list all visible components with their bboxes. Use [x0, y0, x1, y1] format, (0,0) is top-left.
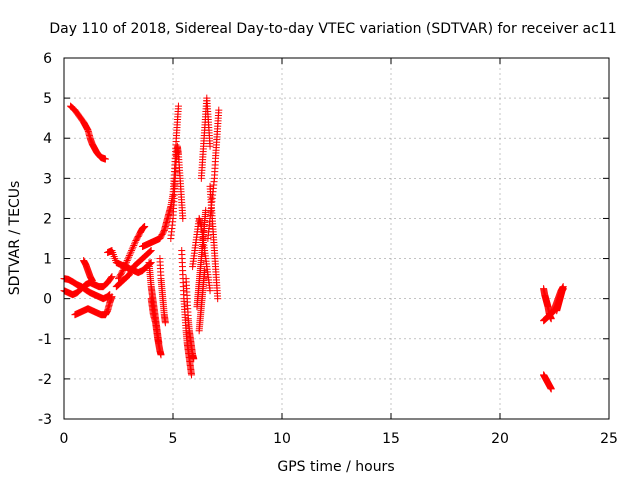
- data-point-marker: [101, 155, 109, 163]
- data-point-marker: [146, 259, 154, 267]
- y-tick-label: 4: [43, 131, 52, 147]
- data-point-marker: [125, 253, 133, 261]
- data-point-marker: [547, 385, 555, 393]
- data-point-marker: [190, 355, 198, 363]
- x-axis: 0 5 10 15 20 25: [60, 58, 618, 447]
- plot-frame: [63, 57, 610, 420]
- y-axis: -3 -2 -1 0 1 2 3 4 5 6: [38, 51, 609, 428]
- x-tick-label: 0: [60, 431, 69, 447]
- data-points: [60, 94, 567, 393]
- x-tick-label: 5: [169, 431, 178, 447]
- x-tick-label: 25: [600, 431, 618, 447]
- data-point-marker: [126, 250, 134, 258]
- data-point-marker: [146, 247, 154, 255]
- data-point-marker: [206, 142, 214, 150]
- data-point-marker: [155, 339, 163, 347]
- data-point-marker: [130, 242, 138, 250]
- chart-title: Day 110 of 2018, Sidereal Day-to-day VTE…: [49, 21, 616, 37]
- data-point-marker: [127, 248, 135, 256]
- x-tick-label: 10: [273, 431, 291, 447]
- y-tick-label: 0: [43, 292, 52, 308]
- data-point-marker: [146, 248, 154, 256]
- data-point-marker: [559, 285, 567, 293]
- x-tick-label: 15: [382, 431, 400, 447]
- data-point-marker: [214, 295, 222, 303]
- data-point-marker: [131, 238, 139, 246]
- data-point-marker: [215, 106, 223, 114]
- y-tick-label: -2: [38, 372, 52, 388]
- data-point-marker: [122, 258, 130, 266]
- data-point-marker: [141, 222, 149, 230]
- data-point-marker: [157, 351, 165, 359]
- data-point-marker: [130, 240, 138, 248]
- data-point-marker: [118, 268, 126, 276]
- y-tick-label: -3: [38, 412, 52, 428]
- data-point-marker: [174, 102, 182, 110]
- data-point-marker: [88, 277, 96, 285]
- y-tick-label: 3: [43, 171, 52, 187]
- x-axis-label: GPS time / hours: [277, 459, 394, 475]
- data-point-marker: [128, 245, 136, 253]
- data-point-marker: [119, 267, 127, 275]
- x-tick-label: 20: [491, 431, 509, 447]
- data-point-marker: [120, 265, 128, 273]
- data-point-marker: [123, 257, 131, 265]
- y-tick-label: 1: [43, 252, 52, 268]
- data-point-marker: [124, 255, 132, 263]
- y-axis-label: SDTVAR / TECUs: [7, 181, 23, 296]
- data-point-marker: [120, 263, 128, 271]
- y-tick-label: 6: [43, 51, 52, 67]
- data-point-marker: [179, 214, 187, 222]
- data-point-marker: [128, 247, 136, 255]
- data-point-marker: [108, 273, 116, 281]
- y-tick-label: 2: [43, 211, 52, 227]
- data-point-marker: [121, 262, 129, 270]
- y-tick-label: -1: [38, 332, 52, 348]
- data-point-marker: [147, 247, 155, 255]
- data-point-marker: [201, 267, 209, 275]
- data-point-marker: [125, 252, 133, 260]
- data-point-marker: [107, 274, 115, 282]
- y-tick-label: 5: [43, 91, 52, 107]
- data-point-marker: [108, 293, 116, 301]
- data-point-marker: [122, 260, 130, 268]
- data-point-marker: [206, 287, 214, 295]
- data-point-marker: [161, 319, 169, 327]
- data-point-marker: [202, 206, 210, 214]
- data-point-marker: [129, 243, 137, 251]
- data-point-marker: [188, 371, 196, 379]
